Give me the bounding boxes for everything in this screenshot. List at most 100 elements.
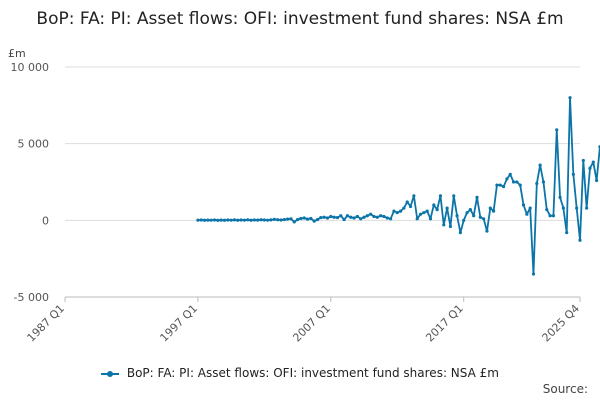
- data-point: [455, 214, 459, 218]
- data-point: [369, 212, 373, 216]
- data-point: [505, 177, 509, 181]
- data-point: [495, 183, 499, 187]
- data-point: [458, 231, 462, 235]
- data-point: [229, 218, 233, 222]
- data-point: [515, 180, 519, 184]
- y-tick-label: 0: [42, 214, 49, 227]
- data-point: [305, 217, 310, 221]
- x-tick-label: 1987 Q1: [25, 302, 68, 345]
- data-point: [355, 214, 359, 219]
- data-point: [209, 218, 213, 222]
- data-point: [518, 183, 522, 187]
- data-point: [329, 214, 333, 219]
- legend: BoP: FA: PI: Asset flows: OFI: investmen…: [0, 366, 600, 380]
- data-point: [405, 200, 409, 204]
- data-point: [365, 214, 369, 218]
- data-point: [452, 194, 456, 198]
- data-point: [249, 218, 253, 222]
- data-point: [485, 229, 489, 233]
- y-tick-label: -5 000: [14, 291, 49, 304]
- data-point: [349, 215, 353, 219]
- data-point: [332, 215, 336, 219]
- data-point: [345, 214, 350, 218]
- data-point: [435, 208, 439, 212]
- data-point: [319, 215, 323, 220]
- data-point: [252, 218, 256, 222]
- data-point: [272, 217, 276, 222]
- data-point: [282, 217, 286, 222]
- data-point: [286, 217, 290, 221]
- data-point: [236, 218, 240, 222]
- x-tick-label: 1997 Q1: [157, 302, 200, 345]
- data-point: [246, 218, 250, 222]
- data-point: [588, 166, 592, 170]
- data-point: [581, 158, 585, 163]
- data-point: [219, 218, 223, 222]
- data-point: [269, 218, 273, 222]
- data-series: [196, 96, 600, 276]
- data-point: [412, 194, 416, 198]
- data-point: [488, 206, 492, 210]
- data-point: [462, 218, 466, 222]
- data-point: [585, 206, 589, 210]
- data-point: [551, 214, 556, 218]
- data-point: [425, 209, 429, 213]
- data-point: [266, 218, 270, 222]
- x-tick-label: 2017 Q1: [423, 302, 466, 345]
- data-point: [312, 219, 316, 223]
- data-point: [212, 218, 217, 222]
- data-point: [342, 217, 346, 222]
- data-point: [482, 217, 486, 221]
- y-tick-label: 5 000: [18, 138, 50, 151]
- data-point: [292, 220, 296, 224]
- data-point: [362, 215, 366, 219]
- data-point: [432, 203, 436, 207]
- data-point: [408, 204, 413, 209]
- source-label: Source:: [542, 382, 588, 396]
- data-point: [508, 172, 512, 176]
- data-point: [322, 215, 326, 219]
- data-point: [498, 183, 502, 187]
- data-point: [541, 180, 546, 184]
- data-point: [199, 218, 203, 222]
- data-point: [335, 215, 340, 220]
- data-point: [352, 216, 356, 220]
- data-point: [276, 218, 280, 222]
- data-point: [385, 216, 389, 220]
- data-point: [295, 217, 300, 222]
- data-point: [468, 208, 472, 212]
- data-point: [565, 231, 569, 235]
- data-point: [395, 211, 399, 215]
- data-point: [472, 214, 476, 218]
- data-point: [492, 209, 496, 213]
- x-tick-label: 2007 Q1: [290, 302, 333, 345]
- data-point: [501, 185, 506, 189]
- gridlines: [65, 66, 580, 298]
- data-point: [289, 217, 293, 221]
- data-point: [575, 206, 579, 210]
- data-point: [578, 238, 582, 242]
- data-point: [339, 214, 343, 218]
- data-point: [232, 218, 237, 222]
- data-point: [309, 216, 313, 221]
- data-point: [595, 178, 599, 183]
- data-point: [398, 209, 403, 213]
- data-point: [478, 215, 482, 219]
- data-point: [422, 211, 426, 215]
- data-point: [359, 217, 363, 221]
- y-axis-ticks: £m -5 000 0 5 000 10 000: [8, 47, 49, 304]
- data-point: [555, 128, 559, 132]
- data-point: [528, 206, 532, 210]
- data-point: [325, 216, 330, 220]
- data-point: [428, 217, 433, 221]
- data-point: [196, 218, 200, 222]
- data-point: [521, 203, 526, 207]
- chart-title: BoP: FA: PI: Asset flows: OFI: investmen…: [36, 9, 564, 29]
- data-point: [438, 194, 443, 198]
- data-point: [548, 214, 552, 218]
- data-point: [202, 218, 207, 222]
- data-point: [442, 223, 446, 227]
- data-point: [591, 160, 595, 164]
